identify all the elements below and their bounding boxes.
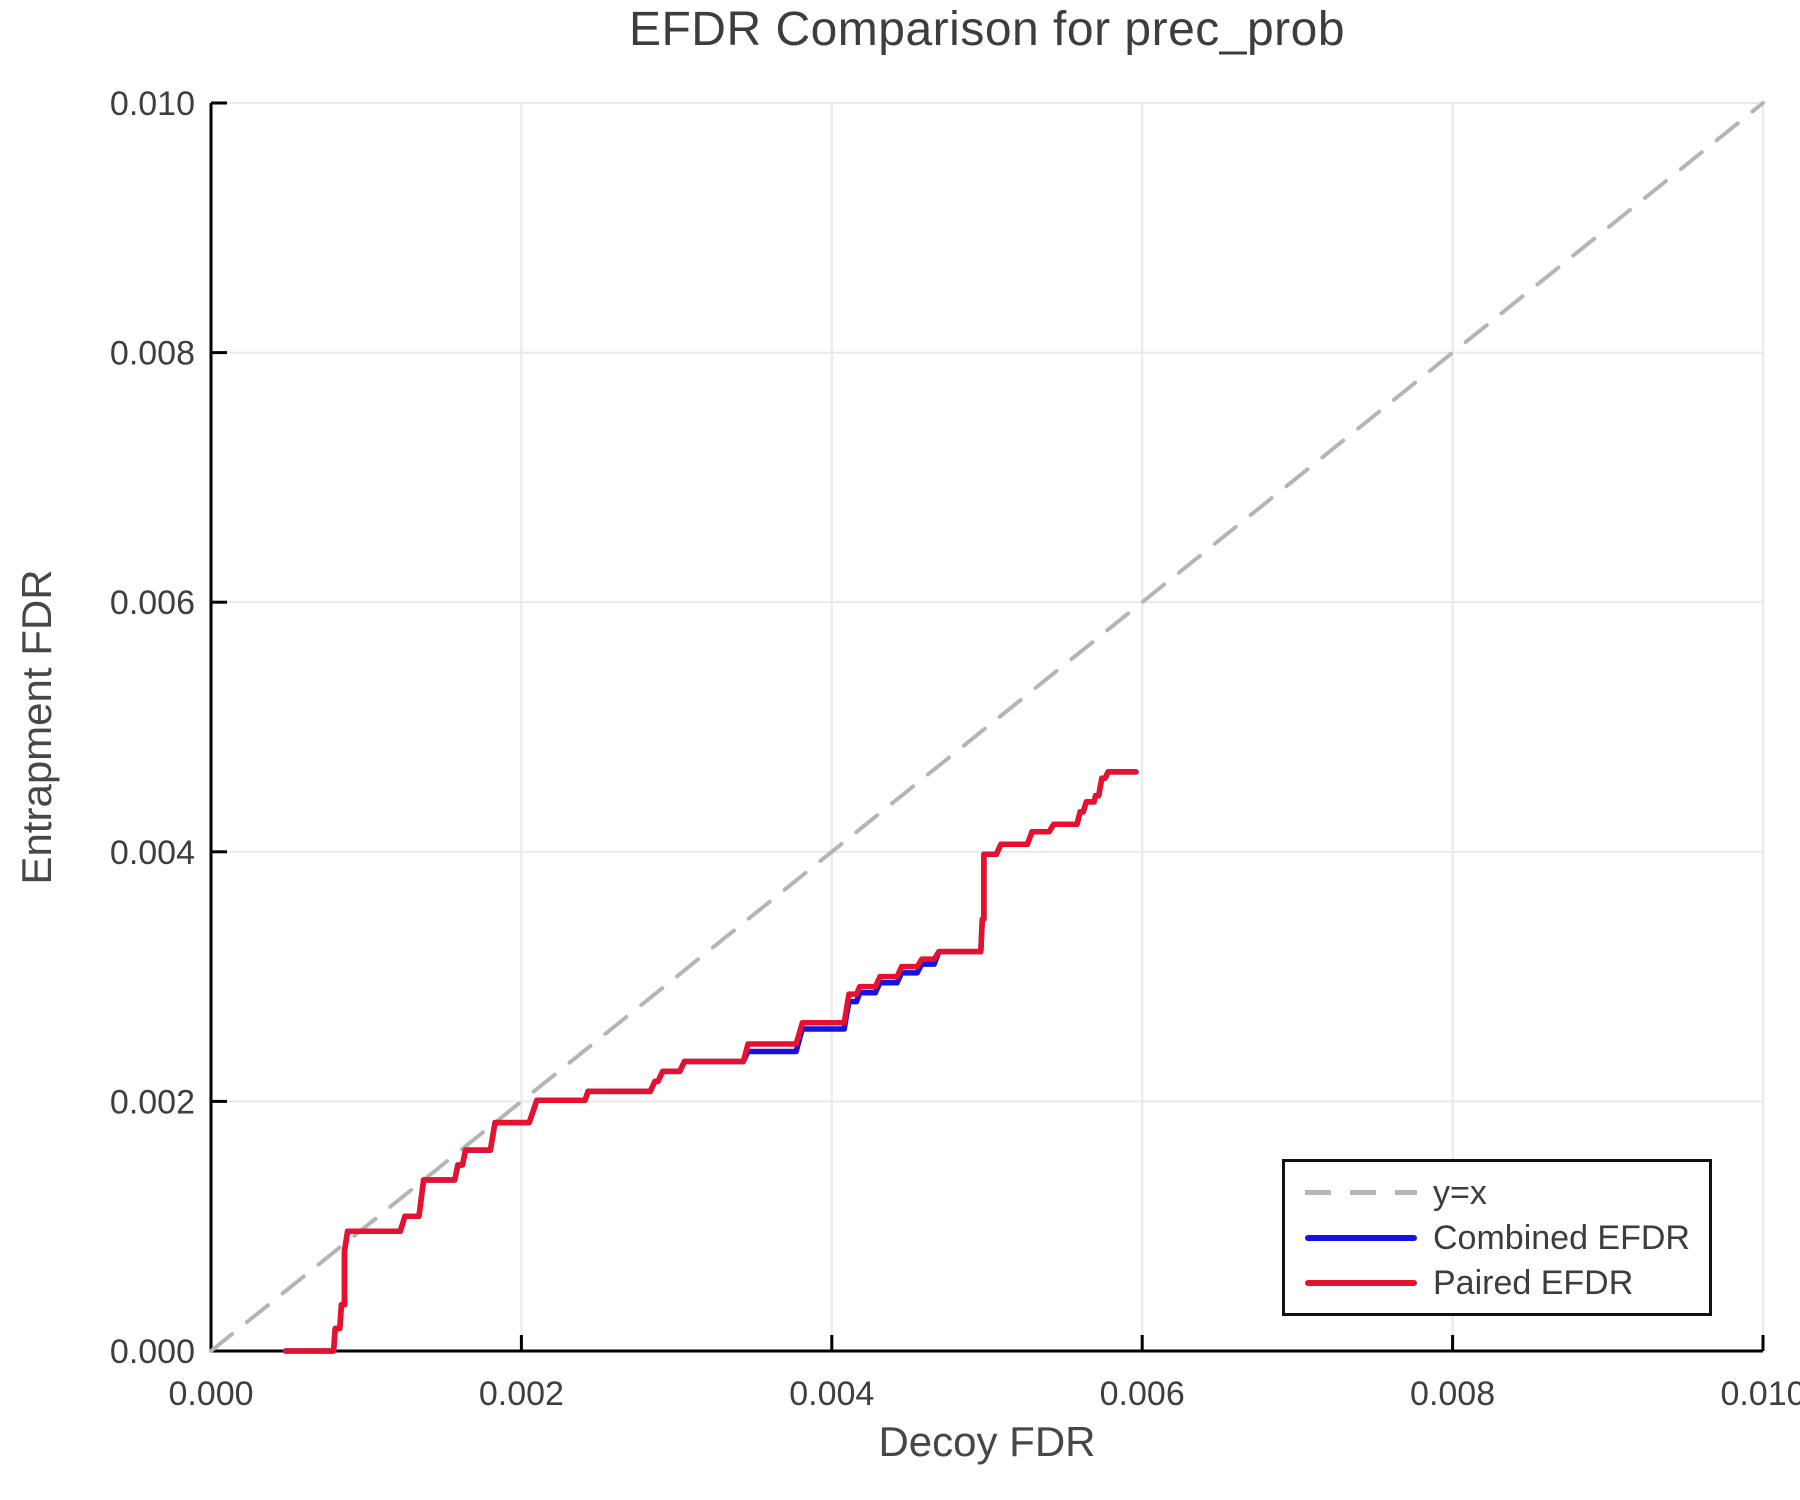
legend-label-yx: y=x [1433, 1173, 1487, 1212]
y-tick-label: 0.006 [110, 584, 195, 622]
legend-item-combined-efdr: Combined EFDR [1305, 1219, 1709, 1257]
diagonal-reference-line [209, 101, 1765, 1353]
legend-label-paired-efdr: Paired EFDR [1433, 1263, 1634, 1302]
y-tick-label: 0.002 [110, 1083, 195, 1121]
legend-item-yx: y=x [1305, 1174, 1709, 1212]
y-tick-label: 0.010 [110, 85, 195, 123]
legend: y=x Combined EFDR Paired EFDR [1282, 1159, 1712, 1316]
x-axis-label: Decoy FDR [878, 1418, 1096, 1465]
x-tick-label: 0.008 [1410, 1375, 1495, 1413]
legend-red-line-sample [1305, 1279, 1417, 1286]
x-tick-label: 0.004 [789, 1375, 874, 1413]
y-tick-label: 0.004 [110, 834, 195, 872]
x-tick-label: 0.006 [1100, 1375, 1185, 1413]
paired-efdr-line [282, 769, 1139, 1354]
legend-blue-line-sample [1305, 1234, 1417, 1241]
x-tick-label: 0.002 [479, 1375, 564, 1413]
y-tick-label: 0.008 [110, 335, 195, 373]
x-tick-label: 0.010 [1720, 1375, 1800, 1413]
legend-item-paired-efdr: Paired EFDR [1305, 1264, 1709, 1302]
x-tick-label: 0.000 [168, 1375, 253, 1413]
legend-label-combined-efdr: Combined EFDR [1433, 1218, 1690, 1257]
legend-dashed-line-sample [1305, 1190, 1417, 1195]
y-tick-label: 0.000 [110, 1333, 195, 1371]
chart-title: EFDR Comparison for prec_prob [628, 3, 1346, 56]
